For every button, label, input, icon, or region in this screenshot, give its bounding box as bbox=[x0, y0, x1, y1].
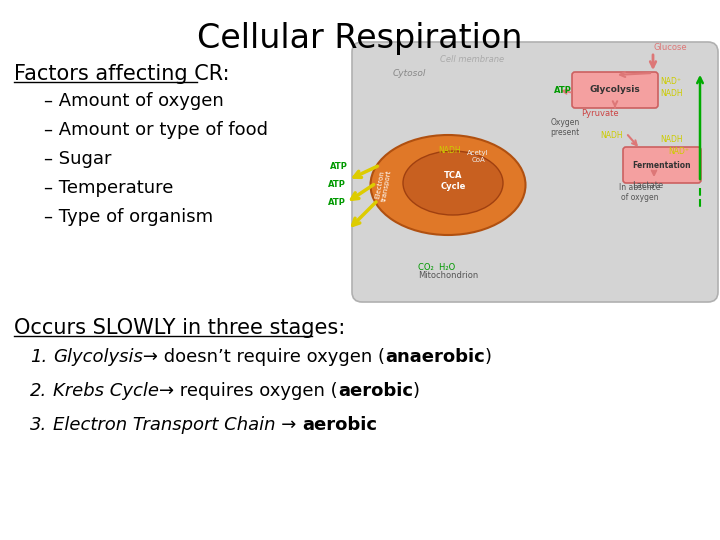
Text: NADH: NADH bbox=[660, 89, 683, 98]
Text: ): ) bbox=[485, 348, 492, 366]
Text: Cytosol: Cytosol bbox=[393, 69, 426, 78]
Text: Factors affecting CR:: Factors affecting CR: bbox=[14, 64, 230, 84]
Text: Oxygen
present: Oxygen present bbox=[550, 118, 580, 137]
Text: doesn’t require oxygen (: doesn’t require oxygen ( bbox=[158, 348, 385, 366]
Text: – Type of organism: – Type of organism bbox=[44, 208, 213, 226]
Text: anaerobic: anaerobic bbox=[385, 348, 485, 366]
Text: – Temperature: – Temperature bbox=[44, 179, 174, 197]
Ellipse shape bbox=[403, 151, 503, 215]
Text: ATP: ATP bbox=[328, 198, 346, 207]
Text: Acetyl
CoA: Acetyl CoA bbox=[467, 151, 489, 164]
Text: ATP: ATP bbox=[554, 86, 572, 95]
Text: CO₂  H₂O: CO₂ H₂O bbox=[418, 263, 455, 272]
Text: Cellular Respiration: Cellular Respiration bbox=[197, 22, 523, 55]
Text: 3.: 3. bbox=[30, 416, 48, 434]
Text: Krebs Cycle→: Krebs Cycle→ bbox=[53, 382, 174, 400]
Text: requires oxygen (: requires oxygen ( bbox=[174, 382, 338, 400]
Text: NADH: NADH bbox=[600, 131, 623, 140]
Text: Electron
transport: Electron transport bbox=[374, 168, 392, 202]
Text: Electron Transport Chain →: Electron Transport Chain → bbox=[53, 416, 302, 434]
Text: NAD⁺: NAD⁺ bbox=[660, 77, 681, 86]
FancyBboxPatch shape bbox=[352, 42, 718, 302]
Text: Occurs SLOWLY in three stages:: Occurs SLOWLY in three stages: bbox=[14, 318, 346, 338]
Text: In absence
of oxygen: In absence of oxygen bbox=[619, 183, 661, 202]
Text: Glucose: Glucose bbox=[653, 43, 687, 52]
Text: – Amount or type of food: – Amount or type of food bbox=[44, 121, 268, 139]
Ellipse shape bbox=[371, 135, 526, 235]
Text: 1.: 1. bbox=[30, 348, 48, 366]
Text: ATP: ATP bbox=[330, 162, 348, 171]
Text: Pyruvate: Pyruvate bbox=[581, 109, 618, 118]
Text: TCA
Cycle: TCA Cycle bbox=[441, 171, 466, 191]
Text: ): ) bbox=[413, 382, 420, 400]
FancyBboxPatch shape bbox=[572, 72, 658, 108]
Text: 2.: 2. bbox=[30, 382, 48, 400]
FancyBboxPatch shape bbox=[623, 147, 701, 183]
Text: Cell membrane: Cell membrane bbox=[440, 55, 504, 64]
Text: aerobic: aerobic bbox=[338, 382, 413, 400]
Text: Glycolysis→: Glycolysis→ bbox=[53, 348, 158, 366]
Text: – Amount of oxygen: – Amount of oxygen bbox=[44, 92, 224, 110]
Text: – Sugar: – Sugar bbox=[44, 150, 112, 168]
Text: Fermentation: Fermentation bbox=[633, 160, 691, 170]
Text: Lactate: Lactate bbox=[632, 181, 664, 190]
Text: aerobic: aerobic bbox=[302, 416, 377, 434]
Text: Mitochondrion: Mitochondrion bbox=[418, 271, 478, 280]
Text: ATP: ATP bbox=[328, 180, 346, 189]
Text: NADH: NADH bbox=[660, 135, 683, 144]
Text: Glycolysis: Glycolysis bbox=[590, 85, 640, 94]
Text: NAD⁺: NAD⁺ bbox=[668, 147, 689, 156]
Text: NADH: NADH bbox=[438, 146, 461, 155]
